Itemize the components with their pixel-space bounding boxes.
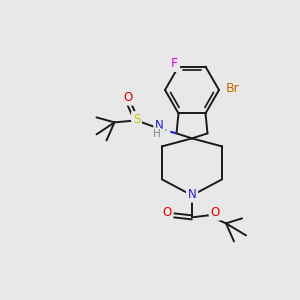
Text: S: S [133,113,140,126]
Text: N: N [188,188,196,201]
Text: F: F [171,57,178,70]
Text: Br: Br [226,82,240,94]
Text: H: H [153,129,160,140]
Text: O: O [162,206,172,219]
Text: O: O [210,206,220,219]
Text: N: N [155,119,164,132]
Text: O: O [123,91,132,104]
